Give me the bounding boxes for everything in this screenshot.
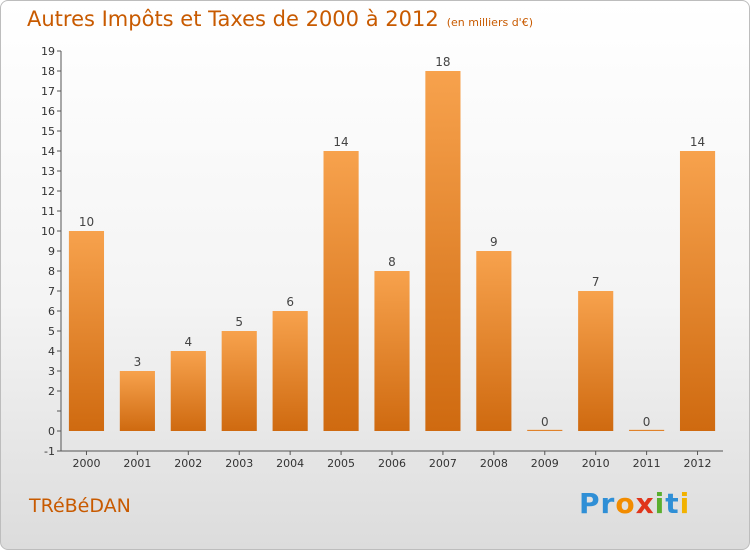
bar <box>272 311 308 431</box>
y-tick-label: 0 <box>48 425 55 438</box>
bar-value-label: 7 <box>592 275 600 289</box>
x-tick-label: 2004 <box>276 457 304 470</box>
x-tick-label: 2001 <box>123 457 151 470</box>
logo-letter: x <box>635 487 655 520</box>
bar-value-label: 4 <box>184 335 192 349</box>
chart-title-text: Autres Impôts et Taxes de 2000 à 2012 <box>27 7 439 31</box>
x-tick-label: 2005 <box>327 457 355 470</box>
logo-letter: i <box>654 487 666 520</box>
bar <box>68 231 105 431</box>
x-tick-label: 2008 <box>480 457 508 470</box>
bar-value-label: 0 <box>643 415 651 429</box>
bar <box>476 251 512 431</box>
bar-value-label: 14 <box>333 135 348 149</box>
bar <box>578 291 614 431</box>
commune-name: TRéBéDAN <box>29 495 131 517</box>
x-tick-label: 2012 <box>684 457 712 470</box>
x-tick-label: 2003 <box>225 457 253 470</box>
bar-value-label: 0 <box>541 415 549 429</box>
y-tick-label: 10 <box>41 225 55 238</box>
logo-letter: r <box>600 487 616 520</box>
y-tick-label: 8 <box>48 265 55 278</box>
y-tick-label: 6 <box>48 305 55 318</box>
y-tick-label: 9 <box>48 245 55 258</box>
y-tick-label: 18 <box>41 65 55 78</box>
x-tick-label: 2002 <box>174 457 202 470</box>
bar-value-label: 5 <box>235 315 243 329</box>
y-tick-label: 12 <box>41 185 55 198</box>
x-tick-label: 2009 <box>531 457 559 470</box>
bar-value-label: 9 <box>490 235 498 249</box>
proxiti-logo: Proxiti <box>579 487 690 520</box>
logo-letter: o <box>615 487 636 520</box>
bar-value-label: 3 <box>134 355 142 369</box>
y-tick-label: 5 <box>48 325 55 338</box>
logo-letter: t <box>665 487 680 520</box>
x-tick-label: 2007 <box>429 457 457 470</box>
y-tick-label: 15 <box>41 125 55 138</box>
y-tick-label: 4 <box>48 345 55 358</box>
bar-value-label: 18 <box>435 55 450 69</box>
bar-value-label: 8 <box>388 255 396 269</box>
x-tick-label: 2011 <box>633 457 661 470</box>
y-tick-label: 13 <box>41 165 55 178</box>
bar <box>323 151 359 431</box>
x-tick-label: 2010 <box>582 457 610 470</box>
bar-value-label: 10 <box>79 215 94 229</box>
y-tick-label: 16 <box>41 105 55 118</box>
bar <box>425 71 461 431</box>
bar <box>170 351 206 431</box>
y-tick-label: 2 <box>48 385 55 398</box>
bar-value-label: 14 <box>690 135 705 149</box>
bar <box>221 331 257 431</box>
chart-unit: (en milliers d'€) <box>446 16 533 29</box>
y-tick-label: 19 <box>41 45 55 58</box>
x-tick-label: 2006 <box>378 457 406 470</box>
bar <box>374 271 410 431</box>
y-tick-label: 17 <box>41 85 55 98</box>
y-tick-label: 3 <box>48 365 55 378</box>
bar <box>679 151 716 431</box>
bar <box>119 371 155 431</box>
bar <box>629 429 665 431</box>
bar <box>527 429 563 431</box>
y-tick-label: -1 <box>44 445 55 458</box>
y-tick-label: 11 <box>41 205 55 218</box>
y-tick-label: 14 <box>41 145 55 158</box>
bar-value-label: 6 <box>286 295 294 309</box>
y-tick-label: 7 <box>48 285 55 298</box>
chart-title: Autres Impôts et Taxes de 2000 à 2012 (en… <box>27 7 533 31</box>
logo-letter: i <box>679 487 691 520</box>
logo-letter: P <box>579 487 601 520</box>
x-tick-label: 2000 <box>72 457 100 470</box>
